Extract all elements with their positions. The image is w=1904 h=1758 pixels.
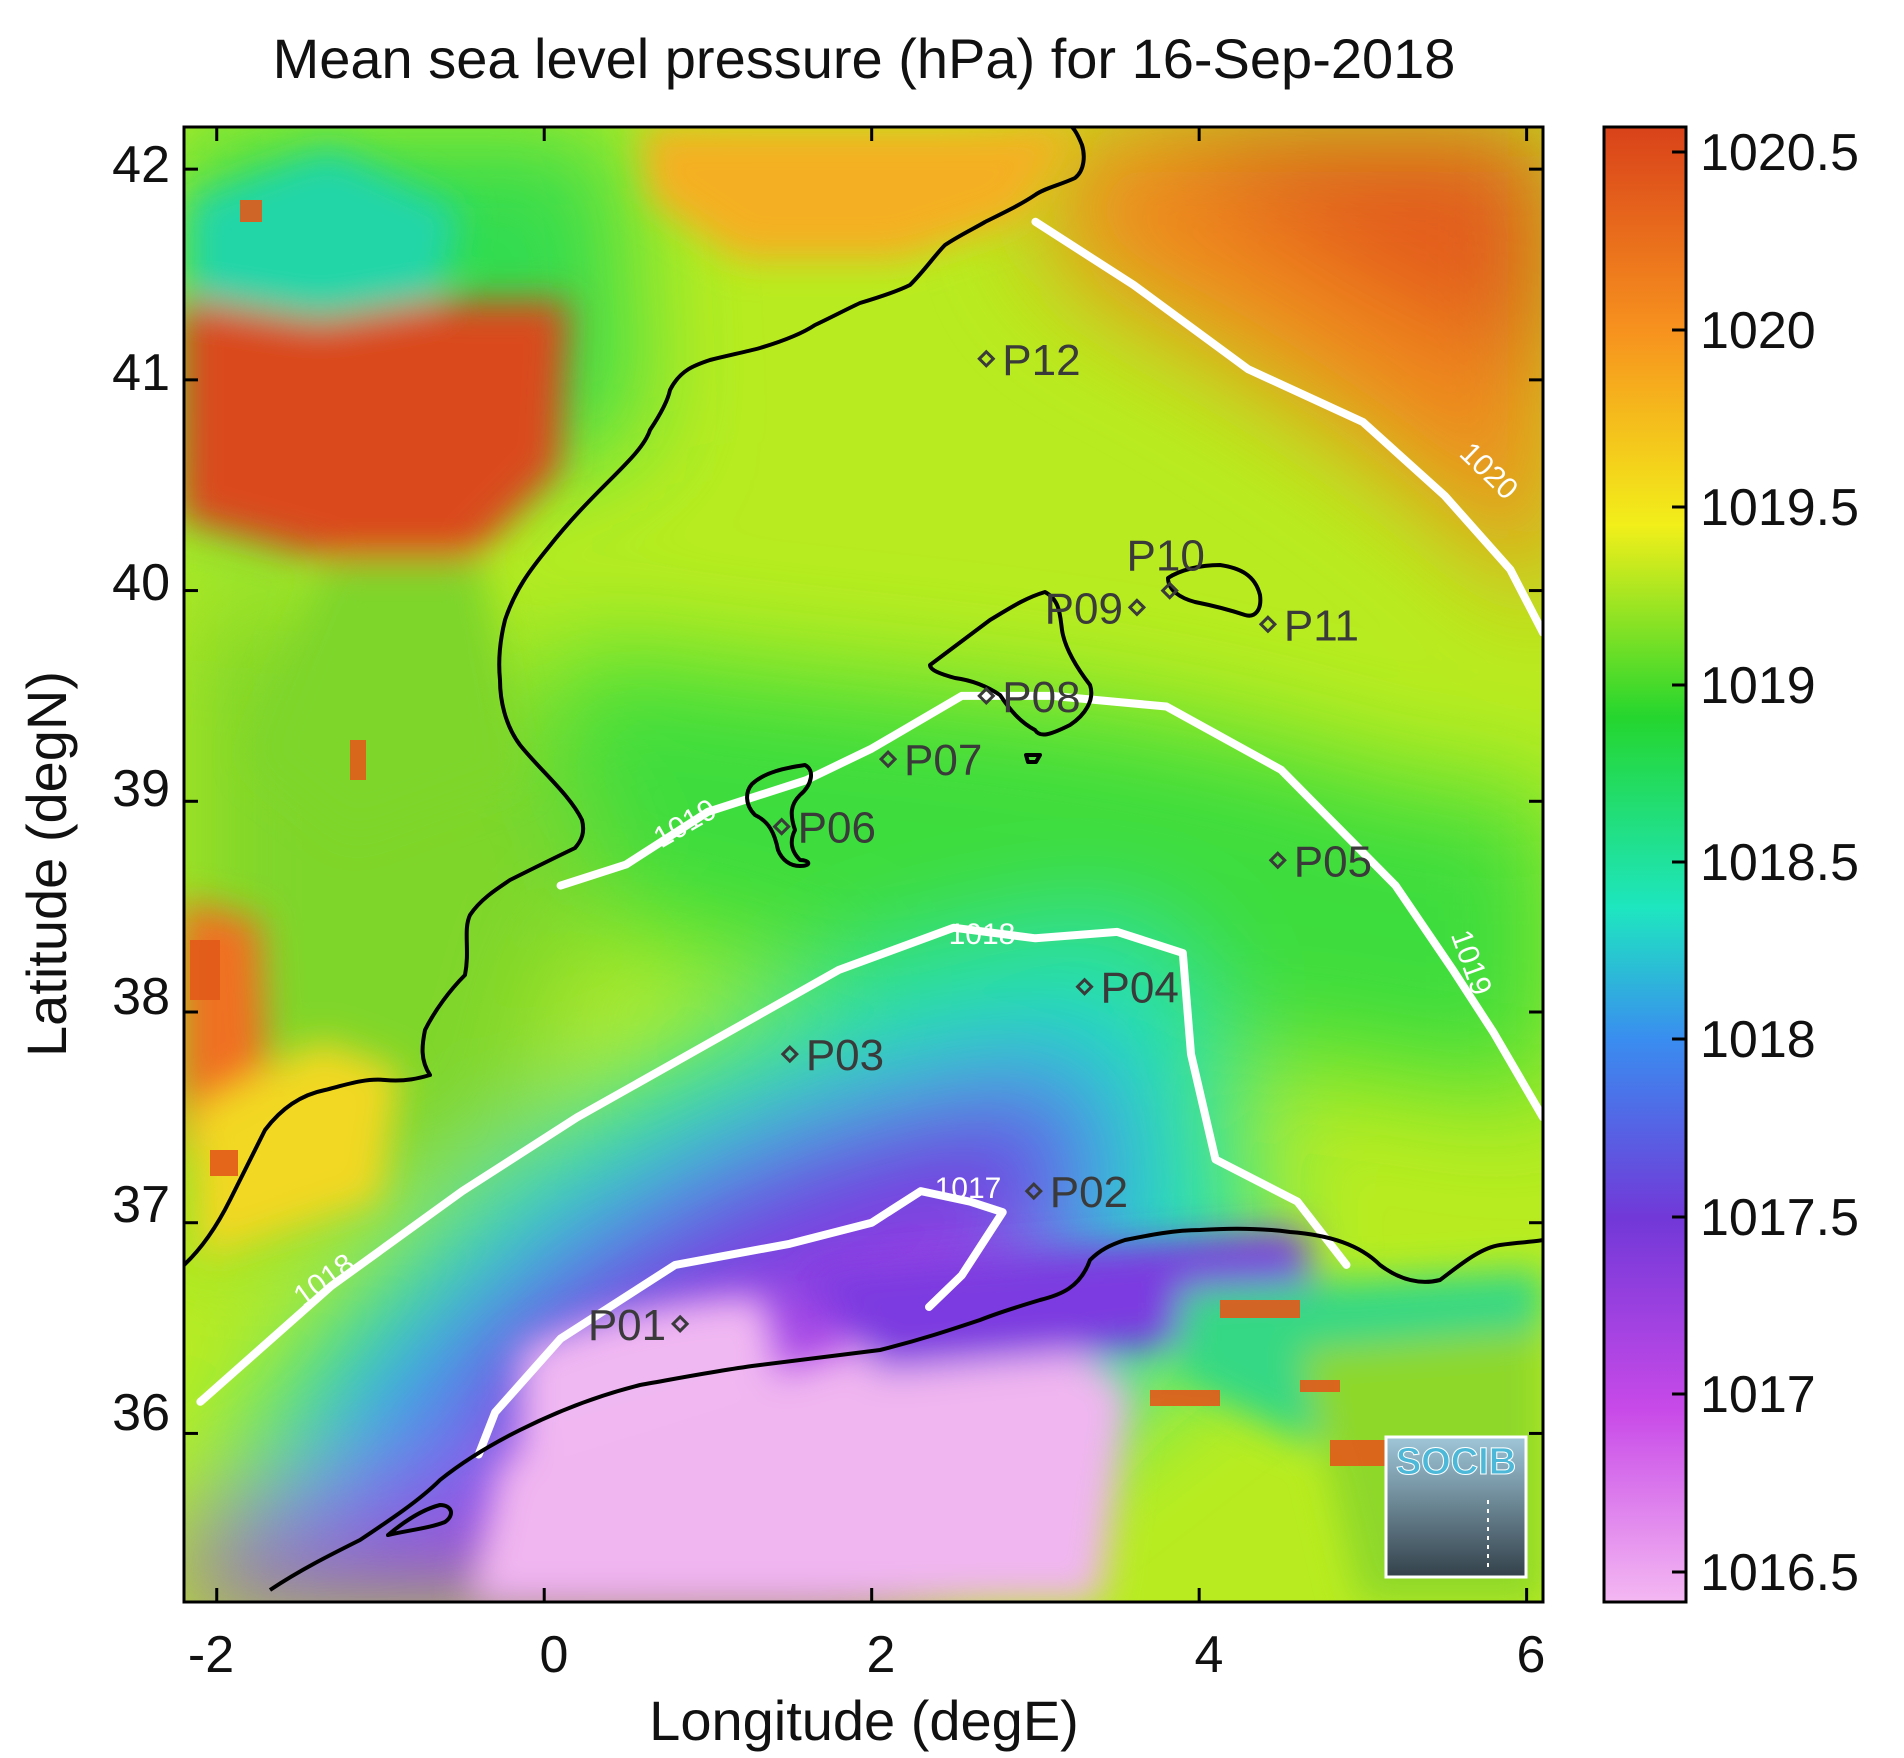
y-axis-label: Latitude (degN) xyxy=(15,671,78,1057)
station-marker xyxy=(878,750,898,769)
contour-label: 1018 xyxy=(949,918,1016,951)
socib-logo-text: SOCIB xyxy=(1396,1441,1516,1483)
y-tick-label: 41 xyxy=(112,344,170,402)
colorbar-tick-label: 1020.5 xyxy=(1700,124,1859,182)
map-frame xyxy=(182,125,1545,1604)
x-tick-label: 6 xyxy=(1517,1626,1546,1684)
station-marker xyxy=(1127,598,1147,617)
alboran-coastline xyxy=(386,1503,453,1537)
ibiza-coastline xyxy=(745,763,813,868)
y-tick-label: 38 xyxy=(112,968,170,1026)
station-marker xyxy=(1024,1181,1043,1201)
station-marker xyxy=(1075,977,1094,996)
y-tick-label: 40 xyxy=(112,554,170,612)
station-label: P06 xyxy=(798,804,876,853)
colorbar-tick-label: 1017.5 xyxy=(1700,1189,1859,1247)
axis-ticks xyxy=(184,127,1543,1602)
y-tick-label: 36 xyxy=(112,1384,170,1442)
y-tick-label: 39 xyxy=(112,760,170,818)
chart-title: Mean sea level pressure (hPa) for 16-Sep… xyxy=(273,27,1456,90)
cabrera-coastline xyxy=(1024,753,1042,764)
station-marker xyxy=(1160,581,1179,600)
x-axis-label: Longitude (degE) xyxy=(649,1689,1079,1752)
station-marker xyxy=(1258,615,1278,634)
coastline xyxy=(184,127,1543,1592)
colorbar-tick-label: 1019.5 xyxy=(1700,479,1859,537)
x-tick-label: -2 xyxy=(188,1626,234,1684)
station-label: P05 xyxy=(1294,837,1372,886)
station-marker xyxy=(670,1314,690,1333)
contour-line-1020 xyxy=(1031,217,1543,637)
colorbar-tick-label: 1016.5 xyxy=(1700,1544,1859,1602)
contour-line-1018 xyxy=(196,923,1351,1406)
station-label: P03 xyxy=(806,1031,884,1080)
station-marker xyxy=(772,817,791,836)
station-label: P01 xyxy=(588,1301,666,1350)
station-label: P02 xyxy=(1050,1168,1128,1217)
contour-line-1017 xyxy=(474,1187,1007,1459)
x-tick-label: 4 xyxy=(1195,1626,1224,1684)
station-label: P10 xyxy=(1127,532,1205,581)
contour-line-1019 xyxy=(556,691,1543,1122)
station-label: P08 xyxy=(1002,673,1080,722)
station-marker xyxy=(977,349,996,368)
colorbar-tick-label: 1018.5 xyxy=(1700,834,1859,892)
station-label: P09 xyxy=(1045,584,1123,633)
station-label: P11 xyxy=(1284,601,1359,650)
y-tick-labels: 42 41 40 39 38 37 36 xyxy=(112,136,170,1442)
station-marker xyxy=(977,686,996,706)
colorbar-tick-label: 1020 xyxy=(1700,302,1816,360)
station-label: P04 xyxy=(1101,964,1179,1013)
iberian-coastline xyxy=(184,127,1086,1267)
y-tick-label: 37 xyxy=(112,1176,170,1234)
station-label: P12 xyxy=(1002,336,1080,385)
station-marker xyxy=(1268,851,1287,870)
socib-logo: SOCIB xyxy=(1384,1435,1528,1579)
x-tick-label: 0 xyxy=(540,1626,569,1684)
contour-lines xyxy=(196,217,1543,1459)
colorbar-tick-label: 1019 xyxy=(1700,657,1816,715)
station-label: P07 xyxy=(904,736,982,785)
mallorca-coastline xyxy=(928,590,1094,737)
y-tick-label: 42 xyxy=(112,136,170,194)
station-marker xyxy=(780,1045,799,1064)
african-coastline xyxy=(268,1226,1543,1592)
contour-label: 1017 xyxy=(935,1172,1002,1205)
colorbar-gradient xyxy=(1602,125,1688,1604)
colorbar-tick-label: 1017 xyxy=(1700,1366,1816,1424)
colorbar: 1020.5 1020 1019.5 1019 1018.5 1018 1017… xyxy=(1602,124,1859,1604)
x-tick-labels: -2 0 2 4 6 xyxy=(188,1626,1546,1684)
menorca-coastline xyxy=(1166,563,1263,618)
x-tick-label: 2 xyxy=(867,1626,896,1684)
colorbar-tick-label: 1018 xyxy=(1700,1011,1816,1069)
